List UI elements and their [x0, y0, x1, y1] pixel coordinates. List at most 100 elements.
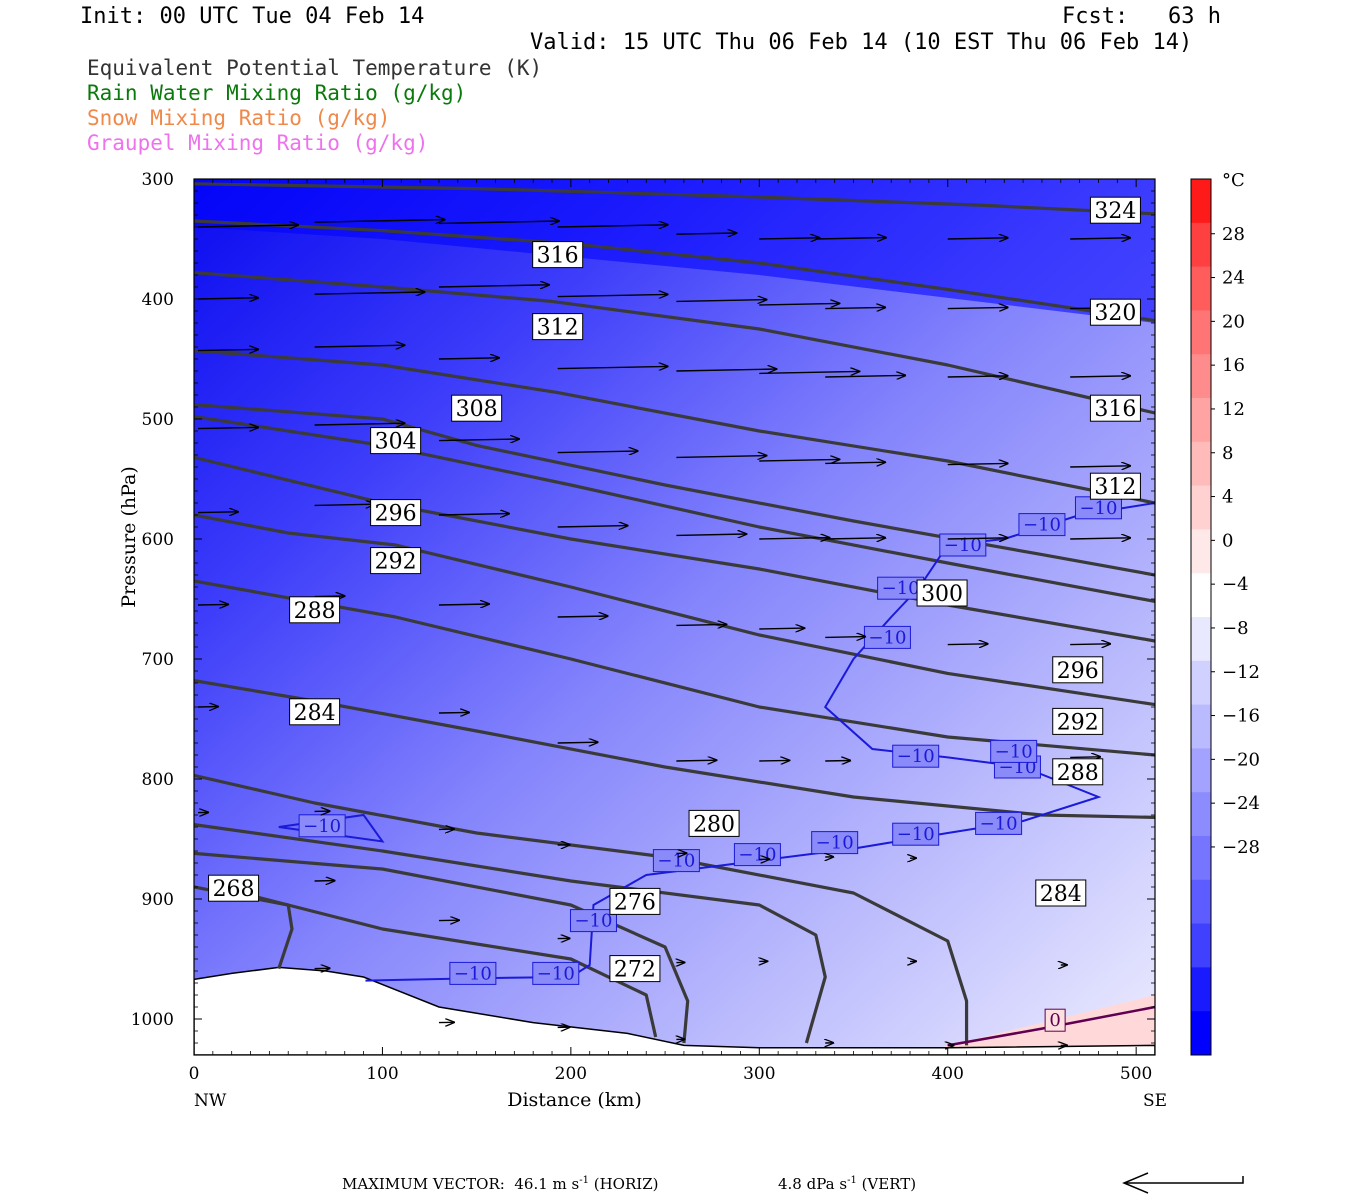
x-tick-label: 0: [189, 1064, 200, 1084]
wind-vector: [1070, 238, 1130, 239]
wind-vector: [947, 238, 1008, 239]
wind-vector: [197, 225, 298, 227]
wind-vector: [676, 456, 766, 458]
theta-e-label: 304: [370, 427, 422, 455]
colorbar-tick-label: −8: [1222, 618, 1249, 639]
max-vector-vert: 4.8 dPa s-1 (VERT): [778, 1175, 917, 1193]
theta-e-contour: [194, 579, 1155, 757]
isotherm-label-text: −10: [303, 816, 341, 837]
theta-e-label-text: 320: [1094, 301, 1136, 326]
theta-e-label: 316: [1089, 394, 1141, 422]
theta-e-label: 312: [1089, 472, 1141, 500]
cold-band-fill: [194, 179, 1155, 323]
wind-vector: [825, 538, 885, 539]
isotherm-label: −10: [892, 744, 940, 768]
wind-vector: [557, 742, 598, 743]
colorbar-swatch: [1191, 879, 1211, 925]
colorbar-swatch: [1191, 836, 1211, 881]
wind-vector: [557, 225, 668, 227]
isotherm-label: −10: [939, 533, 987, 557]
reference-vector-icon: [1122, 1172, 1244, 1194]
colorbar-tick-label: 8: [1222, 443, 1233, 464]
isotherm-label-text: 0: [1049, 1010, 1060, 1031]
colorbar-swatch: [1191, 792, 1211, 837]
theta-e-contour: [194, 271, 1155, 415]
wind-vector: [197, 298, 258, 299]
colorbar-swatch: [1191, 310, 1211, 355]
colorbar-tick-label: 20: [1222, 311, 1245, 332]
isotherm-label-text: −10: [1079, 498, 1117, 519]
wind-vector: [676, 300, 766, 302]
wind-vector: [314, 220, 445, 223]
theta-e-label-text: 268: [213, 877, 255, 902]
wind-vector: [676, 624, 726, 625]
wind-vector: [815, 238, 886, 239]
x-end-label-nw: NW: [194, 1091, 227, 1111]
theta-e-label-text: 312: [537, 316, 579, 341]
theta-e-label: 288: [1052, 758, 1104, 786]
theta-e-label: 308: [451, 394, 503, 422]
theta-e-label-text: 288: [294, 599, 336, 624]
y-tick-label: 300: [142, 170, 174, 190]
colorbar-tick-label: −12: [1222, 662, 1260, 683]
theta-e-label: 272: [609, 955, 661, 983]
isotherm-label-text: −10: [944, 535, 982, 556]
theta-e-label-text: 296: [1057, 659, 1099, 684]
wind-vector: [438, 439, 519, 441]
wind-vector: [825, 462, 885, 463]
theta-e-label-text: 296: [375, 502, 417, 527]
wind-vector: [1070, 466, 1130, 467]
legend-snow: Snow Mixing Ratio (g/kg): [87, 106, 391, 130]
isotherm-label-text: −10: [897, 824, 935, 845]
theta-e-label: 320: [1089, 298, 1141, 326]
wind-vector: [557, 526, 628, 527]
wind-vector: [759, 238, 819, 239]
colorbar-swatch: [1191, 704, 1211, 749]
isotherm-label: −10: [877, 576, 925, 600]
theta-e-contour: [231, 889, 294, 970]
wind-vector: [825, 307, 885, 308]
colorbar-tick-label: −4: [1222, 574, 1249, 595]
wind-vector: [314, 423, 405, 425]
wind-vector: [759, 371, 859, 373]
wind-vector: [825, 375, 905, 377]
theta-e-contour: [194, 823, 827, 1044]
theta-e-label: 288: [289, 596, 341, 624]
colorbar-swatch: [1191, 660, 1211, 706]
theta-e-label-text: 288: [1057, 761, 1099, 786]
isotherm-label: −10: [1018, 513, 1066, 537]
x-tick-label: 400: [931, 1064, 963, 1084]
plot-frame: [193, 178, 1156, 1056]
theta-e-label: 312: [532, 313, 584, 341]
isotherm-label: −10: [975, 811, 1023, 835]
theta-e-label: 316: [532, 241, 584, 269]
isotherm-label: −10: [892, 822, 940, 846]
colorbar-swatch: [1191, 923, 1211, 968]
legend-graupel: Graupel Mixing Ratio (g/kg): [87, 131, 429, 155]
isotherm-label-text: −10: [816, 833, 854, 854]
colorbar-swatch: [1191, 485, 1211, 530]
colorbar-swatch: [1191, 266, 1211, 311]
isotherm-label-text: −10: [454, 963, 492, 984]
isotherm-label: −10: [532, 961, 580, 985]
wind-vector: [197, 349, 258, 350]
wind-vector: [197, 512, 238, 513]
theta-e-contour: [194, 851, 690, 1044]
wind-vector: [947, 463, 1008, 464]
y-axis-title: Pressure (hPa): [118, 466, 140, 608]
theta-e-label: 280: [688, 809, 740, 837]
wind-vector: [1070, 538, 1130, 539]
y-tick-label: 500: [142, 410, 174, 430]
theta-e-label-text: 272: [614, 958, 656, 983]
warm-fill: [910, 995, 1155, 1055]
wind-vector: [438, 712, 469, 713]
wind-vector: [314, 292, 425, 294]
colorbar-swatch: [1191, 967, 1211, 1012]
theta-e-label-text: 324: [1094, 199, 1136, 224]
isotherm-label: −10: [1074, 496, 1122, 520]
isotherm-zero: [947, 1005, 1155, 1047]
wind-vector: [1070, 757, 1100, 758]
wind-vector: [759, 303, 839, 305]
wind-vector: [759, 459, 839, 461]
